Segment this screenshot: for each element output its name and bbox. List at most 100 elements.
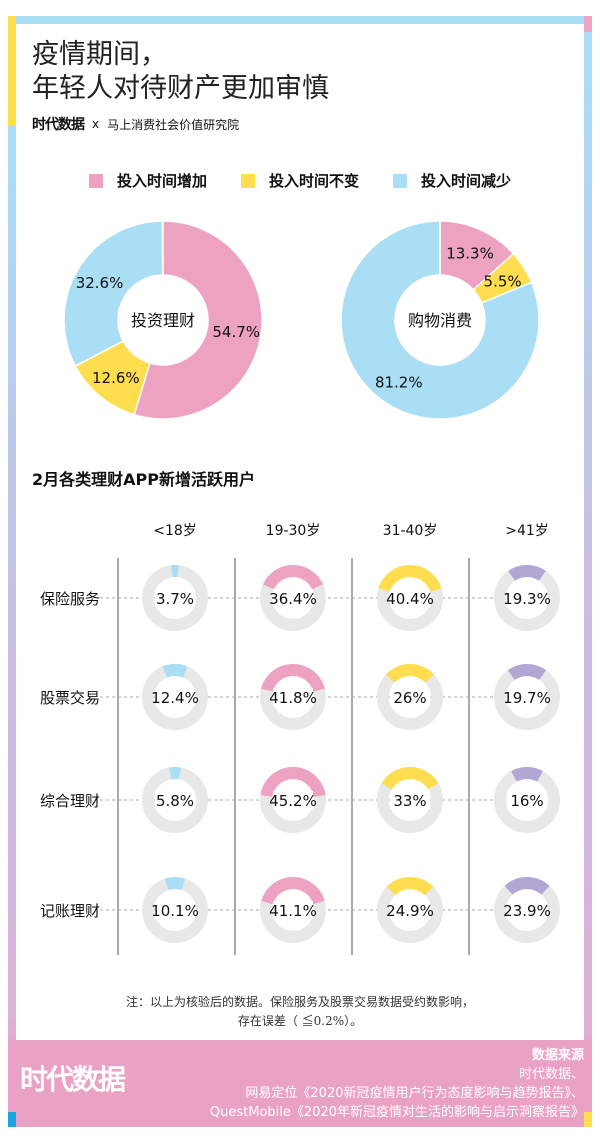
legend-label: 投入时间增加 bbox=[116, 172, 207, 190]
value-bg bbox=[273, 589, 313, 607]
value-bg bbox=[390, 589, 430, 607]
legend-label: 投入时间不变 bbox=[268, 172, 359, 190]
ring-value bbox=[508, 565, 546, 581]
legend-swatch bbox=[393, 173, 407, 188]
slice-label: 81.2% bbox=[375, 373, 423, 391]
value-label: 16% bbox=[510, 792, 543, 810]
ring-value bbox=[162, 664, 188, 678]
legend-label: 投入时间减少 bbox=[421, 172, 512, 190]
ring-value bbox=[504, 877, 550, 895]
frame-top-border bbox=[8, 16, 584, 24]
ring-value bbox=[164, 877, 186, 891]
donut-slice bbox=[133, 220, 263, 420]
slice-label: 13.3% bbox=[446, 244, 494, 262]
note-line-2: 存在误差（ ≦0.2%）。 bbox=[237, 1014, 363, 1028]
value-bg bbox=[390, 688, 430, 706]
slice-label: 12.6% bbox=[92, 369, 140, 387]
value-bg bbox=[155, 688, 195, 706]
legend-item-decrease: 投入时间减少 bbox=[393, 170, 511, 191]
corner-accent-left bbox=[8, 1112, 16, 1127]
value-label: 33% bbox=[393, 792, 426, 810]
brand-logo: 时代数据 bbox=[32, 117, 85, 133]
data-sources: 数据来源 时代数据、 网易定位《2020新冠疫情用户行为态度影响与趋势报告》、 … bbox=[210, 1046, 584, 1122]
legend: 投入时间增加 投入时间不变 投入时间减少 bbox=[0, 170, 600, 191]
value-bg bbox=[507, 791, 547, 809]
partner-name: 马上消费社会价值研究院 bbox=[107, 117, 240, 132]
title-line-1: 疫情期间， bbox=[32, 39, 167, 70]
value-bg bbox=[273, 901, 313, 919]
donut-slice bbox=[63, 220, 164, 368]
value-label: 41.8% bbox=[269, 689, 317, 707]
value-label: 5.8% bbox=[156, 792, 194, 810]
ring-value bbox=[385, 664, 435, 683]
source-item: QuestMobile《2020年新冠疫情对生活的影响与启示洞察报告》 bbox=[209, 1105, 584, 1120]
page-title: 疫情期间， 年轻人对待财产更加审慎 bbox=[32, 38, 329, 106]
value-label: 36.4% bbox=[269, 590, 317, 608]
column-header: >41岁 bbox=[505, 523, 549, 539]
value-label: 12.4% bbox=[151, 689, 199, 707]
ring-value bbox=[261, 877, 325, 905]
value-label: 41.1% bbox=[269, 902, 317, 920]
slice-label: 54.7% bbox=[212, 323, 260, 341]
ring-value bbox=[381, 767, 439, 790]
frame-right-border bbox=[584, 32, 592, 1126]
credits: 时代数据 x 马上消费社会价值研究院 bbox=[32, 114, 239, 134]
value-label: 19.3% bbox=[503, 590, 551, 608]
value-label: 24.9% bbox=[386, 902, 434, 920]
title-line-2: 年轻人对待财产更加审慎 bbox=[32, 73, 329, 104]
value-bg bbox=[390, 791, 430, 809]
ring-value bbox=[507, 664, 547, 680]
ring-value bbox=[378, 565, 442, 592]
value-label: 19.7% bbox=[503, 689, 551, 707]
value-bg bbox=[273, 791, 313, 809]
row-label: 记账理财 bbox=[40, 902, 100, 920]
ring-value bbox=[511, 767, 543, 782]
legend-item-same: 投入时间不变 bbox=[240, 170, 359, 191]
row-label: 综合理财 bbox=[40, 792, 100, 810]
value-bg bbox=[507, 901, 547, 919]
column-header: <18岁 bbox=[153, 523, 197, 539]
value-label: 3.7% bbox=[156, 590, 194, 608]
ring-value bbox=[262, 565, 324, 590]
ring-value bbox=[260, 767, 326, 797]
sources-heading: 数据来源 bbox=[531, 1048, 584, 1063]
footer: 时代数据 数据来源 时代数据、 网易定位《2020新冠疫情用户行为态度影响与趋势… bbox=[8, 1040, 592, 1127]
value-label: 45.2% bbox=[269, 792, 317, 810]
legend-swatch bbox=[88, 173, 103, 188]
value-label: 26% bbox=[393, 689, 426, 707]
footer-logo: 时代数据 bbox=[20, 1063, 126, 1096]
donut-slice bbox=[340, 220, 540, 420]
donut-center-label: 投资理财 bbox=[131, 311, 195, 330]
ring-value bbox=[171, 565, 179, 578]
frame-left-border bbox=[8, 16, 16, 1126]
value-bg bbox=[507, 589, 547, 607]
value-label: 10.1% bbox=[151, 902, 199, 920]
donut-center-label: 购物消费 bbox=[408, 311, 472, 330]
value-bg bbox=[155, 589, 195, 607]
source-item: 时代数据、 bbox=[518, 1067, 584, 1082]
slice-label: 32.6% bbox=[76, 274, 124, 292]
row-label: 保险服务 bbox=[40, 590, 100, 608]
column-header: 31-40岁 bbox=[383, 523, 438, 539]
slice-label: 5.5% bbox=[484, 273, 522, 291]
ring-value bbox=[386, 877, 434, 896]
legend-item-increase: 投入时间增加 bbox=[88, 170, 207, 191]
source-item: 网易定位《2020新冠疫情用户行为态度影响与趋势报告》、 bbox=[245, 1086, 584, 1101]
cross-mark: x bbox=[92, 117, 100, 131]
value-label: 40.4% bbox=[386, 590, 434, 608]
value-bg bbox=[390, 901, 430, 919]
footnote: 注：以上为核验后的数据。保险服务及股票交易数据受约数影响， 存在误差（ ≦0.2… bbox=[0, 993, 600, 1031]
value-bg bbox=[273, 688, 313, 706]
column-header: 19-30岁 bbox=[266, 523, 321, 539]
legend-swatch bbox=[240, 173, 255, 188]
section-title: 2月各类理财APP新增活跃用户 bbox=[32, 470, 255, 489]
note-line-1: 注：以上为核验后的数据。保险服务及股票交易数据受约数影响， bbox=[125, 995, 474, 1009]
frame-corner-accent bbox=[584, 16, 592, 32]
row-label: 股票交易 bbox=[40, 689, 100, 707]
corner-accent-right bbox=[584, 1112, 592, 1127]
value-bg bbox=[155, 901, 195, 919]
value-bg bbox=[507, 688, 547, 706]
value-bg bbox=[155, 791, 195, 809]
ring-value bbox=[261, 664, 325, 692]
